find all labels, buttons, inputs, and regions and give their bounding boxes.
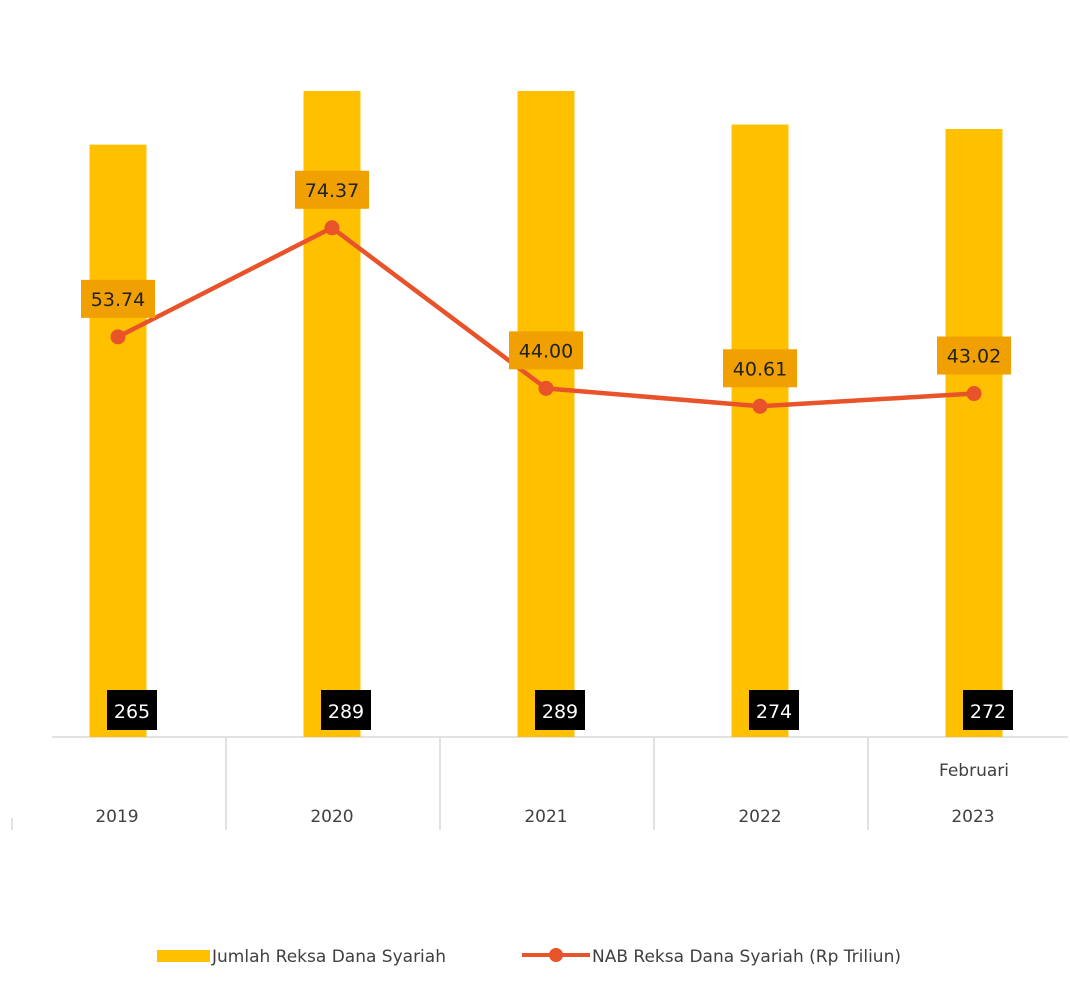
bar	[731, 124, 789, 737]
bar-data-label-bg	[321, 690, 371, 730]
category-label: 2023	[951, 807, 994, 827]
bar	[89, 144, 147, 737]
line-data-label: 43.02	[937, 336, 1011, 375]
bar-data-label-text: 274	[756, 701, 792, 723]
legend-label-line: NAB Reksa Dana Syariah (Rp Triliun)	[592, 947, 901, 967]
legend-swatch-bar	[157, 950, 210, 962]
bar-data-label-text: 289	[328, 701, 364, 723]
line-point	[966, 386, 982, 402]
bar-data-label-text: 265	[114, 701, 150, 723]
line-data-label: 53.74	[81, 279, 155, 318]
line-series	[110, 220, 982, 414]
bar-data-label: 265	[107, 690, 157, 730]
bar-data-label-bg	[963, 690, 1013, 730]
legend-label-bar: Jumlah Reksa Dana Syariah	[211, 947, 446, 967]
line-data-label: 40.61	[723, 349, 797, 388]
bar-data-label-text: 289	[542, 701, 578, 723]
bar	[945, 129, 1003, 737]
bar-data-label-bg	[107, 690, 157, 730]
category-label: 2020	[310, 807, 353, 827]
legend-swatch-marker	[549, 948, 563, 962]
line-data-label: 74.37	[295, 170, 369, 209]
line-point	[538, 380, 554, 396]
bar-data-label: 289	[535, 690, 585, 730]
bar-data-label: 272	[963, 690, 1013, 730]
bars-series	[89, 91, 1003, 737]
line-data-label-text: 43.02	[947, 346, 1001, 368]
bar-data-label-text: 272	[970, 701, 1006, 723]
line-data-label-bg	[509, 331, 583, 370]
legend: Jumlah Reksa Dana Syariah NAB Reksa Dana…	[157, 947, 901, 967]
line-data-label-bg	[81, 279, 155, 318]
line-point	[110, 329, 126, 345]
bar	[517, 91, 575, 737]
category-sublabel: Februari	[939, 761, 1009, 781]
line-data-label-text: 40.61	[733, 358, 787, 380]
line-data-label-bg	[723, 349, 797, 388]
category-label: 2021	[524, 807, 567, 827]
bar-data-label-bg	[535, 690, 585, 730]
line-data-label-text: 74.37	[305, 180, 359, 202]
line-data-label-bg	[295, 170, 369, 209]
category-label: 2022	[738, 807, 781, 827]
bar-data-label-bg	[749, 690, 799, 730]
line-data-labels: 53.74 74.37 44.00 40.61 43.02	[81, 170, 1011, 388]
category-labels: 2019 2020 2021 2022 2023 Februari	[95, 761, 1009, 827]
line-point	[752, 398, 768, 414]
bar-data-label: 274	[749, 690, 799, 730]
line-data-label-text: 44.00	[519, 340, 573, 362]
line-data-label-text: 53.74	[91, 289, 145, 311]
line-point	[324, 220, 340, 236]
bar-data-label: 289	[321, 690, 371, 730]
line-data-label: 44.00	[509, 331, 583, 370]
category-label: 2019	[95, 807, 138, 827]
line-data-label-bg	[937, 336, 1011, 375]
bar-data-labels: 265 289 289 274 272	[107, 690, 1013, 730]
